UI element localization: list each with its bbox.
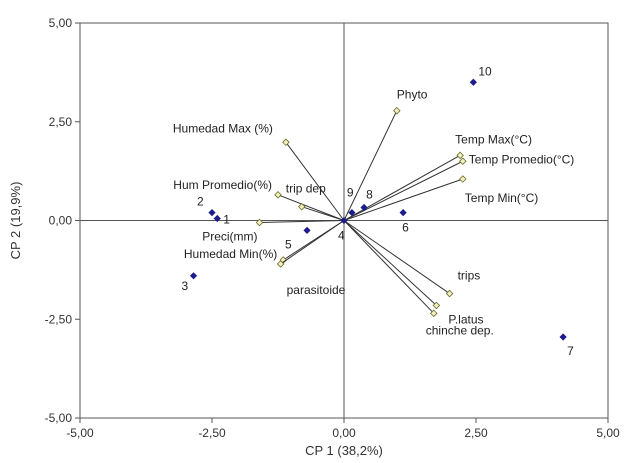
variable-label: trip dep xyxy=(286,182,326,196)
observation-label: 10 xyxy=(478,64,492,78)
observation-point xyxy=(360,203,368,212)
observation-point xyxy=(399,209,407,217)
variable-marker xyxy=(274,191,282,199)
y-tick-label: -5,00 xyxy=(45,411,73,425)
variable-marker xyxy=(393,106,401,115)
variable-marker xyxy=(276,260,285,268)
observation-label: 5 xyxy=(285,237,292,251)
x-axis-title: CP 1 (38,2%) xyxy=(305,443,383,458)
variable-vector-line xyxy=(343,220,450,294)
variable-marker xyxy=(432,301,441,310)
observation-label: 1 xyxy=(223,213,230,227)
observation-label: 9 xyxy=(347,186,354,200)
variable-label: P.latus xyxy=(448,312,483,326)
observation-point xyxy=(340,216,348,225)
observation-label: 6 xyxy=(402,221,409,235)
y-axis-title: CP 2 (19,9%) xyxy=(8,182,23,260)
variable-vector-line xyxy=(285,141,345,221)
observation-point xyxy=(189,272,198,280)
variable-vector-line xyxy=(277,194,345,221)
observation-label: 4 xyxy=(338,229,345,243)
variable-label: Preci(mm) xyxy=(202,229,257,243)
variable-marker xyxy=(445,289,454,298)
observation-label: 2 xyxy=(197,195,204,209)
observation-label: 7 xyxy=(567,344,574,358)
variable-marker xyxy=(282,138,290,147)
point-labels: Phyto Humedad Max (%) Temp Max(°C) Temp Pro… xyxy=(173,64,574,358)
observation-point xyxy=(469,78,477,86)
observation-point xyxy=(348,209,356,217)
y-tick-label: -2,50 xyxy=(45,312,73,326)
observation-point xyxy=(559,333,567,341)
variable-label: Temp Promedio(°C) xyxy=(469,152,575,166)
variable-vector-line xyxy=(343,110,398,221)
variable-label: Humedad Min(%) xyxy=(184,247,277,261)
observation-point xyxy=(303,226,311,234)
y-tick-label: 2,50 xyxy=(49,115,73,129)
variable-marker xyxy=(255,218,264,227)
variable-marker xyxy=(459,157,467,166)
variable-vector-line xyxy=(343,220,435,314)
x-tick-label: 2,50 xyxy=(464,426,488,440)
variable-marker xyxy=(456,151,464,160)
x-tick-label: 0,00 xyxy=(332,426,356,440)
y-tick-label: 0,00 xyxy=(49,214,73,228)
variable-marker xyxy=(429,309,438,318)
variable-label: trips xyxy=(458,269,481,283)
variable-vector-line xyxy=(280,220,345,265)
x-tick-label: -2,50 xyxy=(198,426,226,440)
variable-label: Hum Promedio(%) xyxy=(173,178,272,192)
variable-marker xyxy=(459,175,467,183)
observation-point xyxy=(208,209,216,217)
variable-label: Temp Min(°C) xyxy=(465,191,538,205)
variable-label: parasitoide xyxy=(287,283,346,297)
variable-label: Temp Max(°C) xyxy=(455,132,532,146)
observation-point xyxy=(213,214,221,223)
observation-label: 3 xyxy=(182,279,189,293)
x-tick-label: -5,00 xyxy=(66,426,94,440)
axis-ticks: -5,00 -2,50 0,00 2,50 5,00 5,00 2,50 0,00 -2,50 -… xyxy=(45,16,620,440)
variable-marker xyxy=(297,202,306,211)
variable-vector-line xyxy=(343,178,463,221)
observation-label: 8 xyxy=(366,187,373,201)
observation-points xyxy=(189,78,567,341)
variable-label: chinche dep. xyxy=(426,323,494,337)
variable-vector-line xyxy=(259,220,345,223)
variable-vector-line xyxy=(343,220,437,306)
y-tick-label: 5,00 xyxy=(49,16,73,30)
x-tick-label: 5,00 xyxy=(596,426,620,440)
variable-label: Humedad Max (%) xyxy=(173,121,273,135)
variable-label: Phyto xyxy=(397,88,428,102)
variable-vector-line xyxy=(301,206,345,221)
